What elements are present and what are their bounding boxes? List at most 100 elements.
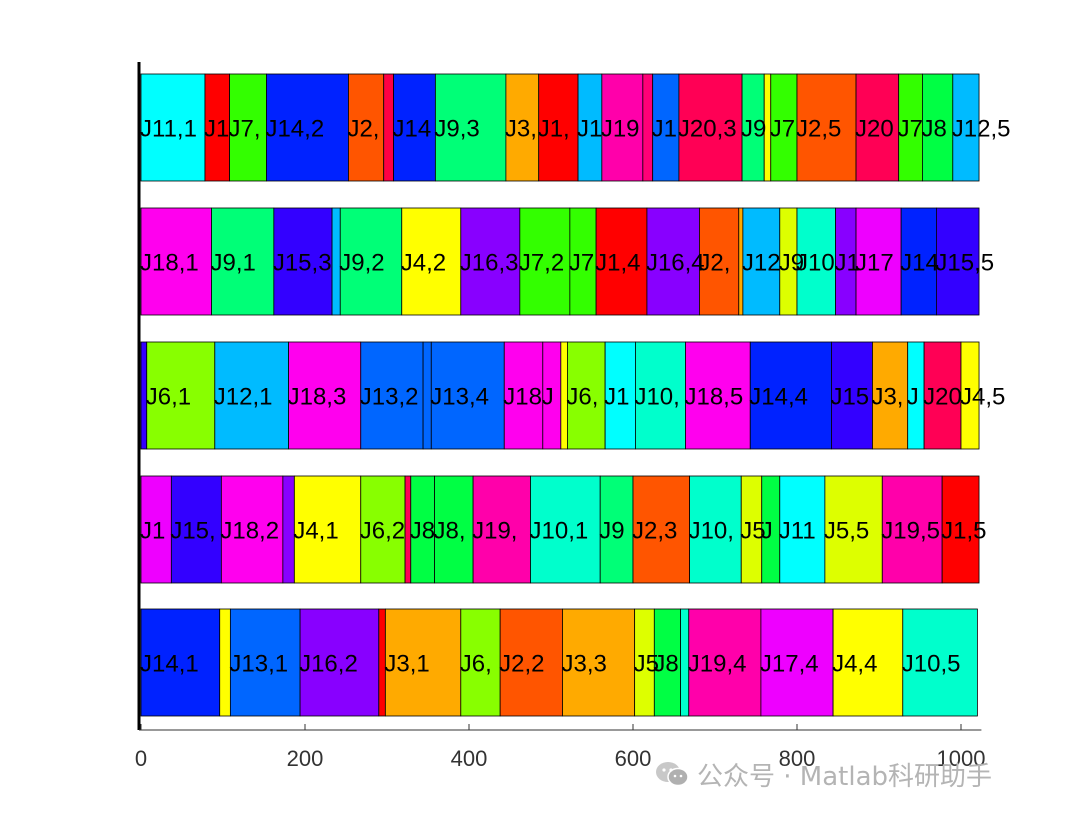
segment-label: J2,5 <box>796 116 841 143</box>
bar-segment <box>140 608 221 717</box>
x-tick-label: 1000 <box>937 746 986 771</box>
segment-label: J18,1 <box>140 250 199 277</box>
bar-segment <box>689 475 742 584</box>
segment-label: J18,2 <box>220 518 279 545</box>
segment-label: J1 <box>204 116 229 143</box>
segment-label: J14 <box>393 116 432 143</box>
segment-label: J3, <box>871 384 903 411</box>
bar-segment <box>831 341 873 450</box>
bar-segment <box>538 73 579 182</box>
bar-segment <box>567 341 606 450</box>
segment-label: J12,5 <box>952 116 1011 143</box>
segment-label: J10, <box>634 384 679 411</box>
segment-label: J15, <box>170 518 215 545</box>
bar-segment <box>601 73 644 182</box>
segment-label: J16,4 <box>646 250 705 277</box>
segment-label: J14,2 <box>265 116 324 143</box>
segment-label: J <box>907 384 919 411</box>
bar-segment <box>855 207 902 316</box>
segment-label: J14,4 <box>749 384 808 411</box>
segment-label: J11,1 <box>140 116 197 143</box>
segment-label: J7 <box>569 250 594 277</box>
bar-segment <box>855 73 900 182</box>
bar-segment <box>460 608 501 717</box>
x-tick-label: 0 <box>135 746 147 771</box>
bar-segment <box>401 207 462 316</box>
bar-segment <box>499 608 563 717</box>
segment-label: J16,2 <box>299 651 358 678</box>
segment-label: J13,1 <box>229 651 288 678</box>
segment-label: J18,3 <box>288 384 347 411</box>
segment-label: J8 <box>653 651 678 678</box>
machine-row-3: J6,1 J12,1 J18,3 J13,2 J13,4 J18 J J6, J1 J10, J18… <box>140 341 1005 450</box>
bar-segment <box>229 73 267 182</box>
segment-label: J13,2 <box>360 384 419 411</box>
bar-segment <box>348 73 385 182</box>
bar-segment <box>293 475 362 584</box>
bar-segment <box>229 608 301 717</box>
x-tick-label: 800 <box>779 746 816 771</box>
bar-segment <box>646 207 700 316</box>
segment-label: J8 <box>921 116 946 143</box>
bar-segment <box>460 207 521 316</box>
segment-label: J1,4 <box>595 250 640 277</box>
segment-label: J20 <box>923 384 962 411</box>
bar-segment <box>140 475 172 584</box>
segment-label: J15,3 <box>273 250 332 277</box>
x-axis: 0 200 400 600 800 1000 <box>135 62 986 771</box>
watermark: 公众号 · Matlab科研助手 <box>655 756 992 792</box>
segment-label: J6,2 <box>360 518 405 545</box>
bar-segment <box>288 341 362 450</box>
bar-segment <box>881 475 943 584</box>
segment-label: J18 <box>503 384 542 411</box>
bar-segment <box>384 608 462 717</box>
segment-label: J9 <box>741 116 766 143</box>
segment-label: J7 <box>770 116 795 143</box>
segment-label: J2, <box>698 250 730 277</box>
segment-label: J <box>542 384 554 411</box>
segment-label: J1, <box>538 116 570 143</box>
bar-segment <box>770 73 798 182</box>
segment-label: J4,5 <box>960 384 1005 411</box>
segment-label: J7,2 <box>519 250 564 277</box>
segment-label: J16,3 <box>460 250 519 277</box>
segment-label: J8, <box>434 518 466 545</box>
segment-label: J1 <box>140 518 165 545</box>
bar-segment <box>900 207 937 316</box>
segment-label: J1 <box>835 250 860 277</box>
segment-label: J20 <box>855 116 894 143</box>
segment-label: J17,4 <box>760 651 819 678</box>
x-tick-label: 600 <box>615 746 652 771</box>
bar-segment <box>360 341 424 450</box>
segment-label: J1 <box>577 116 602 143</box>
bar-segment <box>519 207 571 316</box>
wechat-icon <box>655 760 689 788</box>
watermark-text: 公众号 · Matlab科研助手 <box>697 761 993 792</box>
bar-segment <box>339 207 403 316</box>
segment-label: J10,5 <box>902 651 961 678</box>
bar-segment <box>595 207 648 316</box>
segment-label: J7, <box>229 116 261 143</box>
bar-segment <box>824 475 883 584</box>
segment-label: J11 <box>779 518 816 545</box>
bar-segment <box>599 475 634 584</box>
bar-segment <box>434 475 474 584</box>
segment-label: J2, <box>347 116 379 143</box>
segment-label: J8 <box>410 518 435 545</box>
bar-segment <box>923 341 962 450</box>
segment-label: J15 <box>830 384 869 411</box>
segment-label: J18,5 <box>684 384 743 411</box>
segment-label: J9,1 <box>211 250 256 277</box>
segment-label: J19,4 <box>688 651 747 678</box>
bar-segment <box>936 207 980 316</box>
bar-segment <box>653 608 681 717</box>
bar-segment <box>434 73 507 182</box>
segment-label: J10 <box>796 250 835 277</box>
bar-segment <box>902 608 978 717</box>
bar-segment <box>220 475 284 584</box>
segment-label: J5 <box>740 518 765 545</box>
segment-label: J6, <box>566 384 598 411</box>
bar-segment <box>960 341 980 450</box>
